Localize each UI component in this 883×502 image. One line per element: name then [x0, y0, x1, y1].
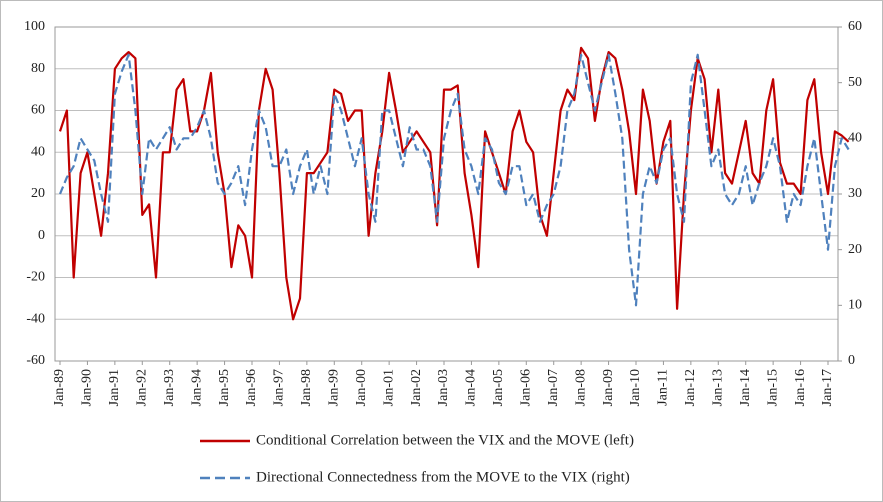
x-tick-label: Jan-09	[601, 369, 616, 406]
x-tick-label: Jan-01	[381, 369, 396, 406]
y-tick-label: 40	[31, 144, 45, 159]
x-tick-label: Jan-99	[327, 369, 342, 406]
x-tick-label: Jan-08	[573, 369, 588, 406]
x-tick-label: Jan-98	[299, 369, 314, 406]
y-tick-label: -20	[26, 270, 45, 285]
x-tick-label: Jan-16	[793, 369, 808, 406]
x-tick-label: Jan-12	[683, 369, 698, 406]
x-tick-label: Jan-90	[80, 369, 95, 406]
x-tick-label: Jan-96	[244, 369, 259, 406]
x-tick-label: Jan-94	[189, 369, 204, 406]
y2-tick-label: 60	[848, 19, 862, 34]
legend-text: Conditional Correlation between the VIX …	[256, 432, 634, 448]
y-tick-label: 80	[31, 61, 45, 76]
x-tick-label: Jan-93	[162, 369, 177, 406]
x-tick-label: Jan-04	[464, 369, 479, 406]
y2-tick-label: 10	[848, 298, 862, 313]
x-tick-label: Jan-10	[628, 369, 643, 406]
y2-tick-label: 50	[848, 75, 862, 90]
x-tick-label: Jan-03	[436, 369, 451, 406]
x-tick-label: Jan-13	[711, 369, 726, 406]
x-tick-label: Jan-07	[546, 369, 561, 406]
x-tick-label: Jan-05	[491, 369, 506, 406]
x-tick-label: Jan-00	[354, 369, 369, 406]
x-tick-label: Jan-97	[272, 369, 287, 406]
x-tick-label: Jan-91	[107, 369, 122, 406]
x-tick-label: Jan-89	[52, 369, 67, 406]
y-tick-label: -60	[26, 353, 45, 368]
series-line	[58, 53, 850, 307]
series-line	[58, 46, 850, 321]
y-tick-label: 20	[31, 186, 45, 201]
legend-text: Directional Connectedness from the MOVE …	[256, 469, 630, 485]
x-tick-label: Jan-15	[765, 369, 780, 406]
x-tick-label: Jan-06	[519, 369, 534, 406]
y2-tick-label: 0	[848, 353, 855, 368]
x-tick-label: Jan-11	[656, 369, 671, 406]
x-tick-label: Jan-17	[820, 369, 835, 406]
y-tick-label: 0	[38, 228, 45, 243]
y2-tick-label: 40	[848, 131, 862, 146]
plot-border	[54, 26, 839, 362]
x-tick-label: Jan-92	[135, 369, 150, 406]
y-tick-label: -40	[26, 311, 45, 326]
y2-tick-label: 20	[848, 242, 862, 257]
y-tick-label: 60	[31, 103, 45, 118]
y-tick-label: 100	[24, 19, 45, 34]
x-tick-label: Jan-14	[738, 369, 753, 406]
x-tick-label: Jan-95	[217, 369, 232, 406]
y2-tick-label: 30	[848, 186, 862, 201]
x-tick-label: Jan-02	[409, 369, 424, 406]
